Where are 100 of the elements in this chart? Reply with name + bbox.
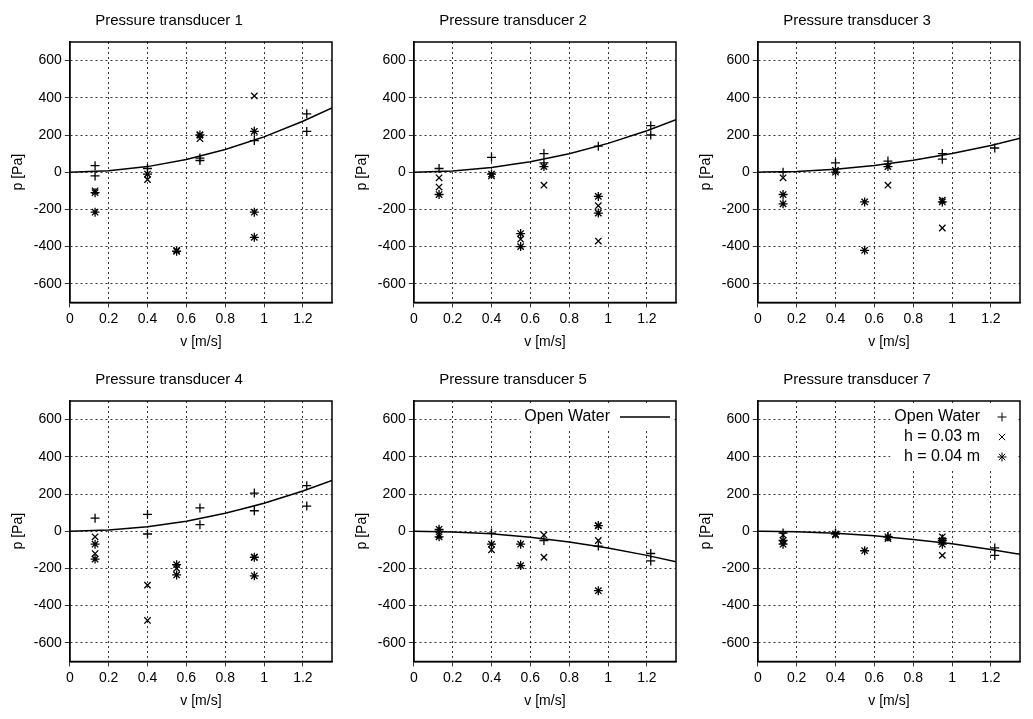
y-tick-label: -200 xyxy=(377,559,407,576)
point xyxy=(540,181,548,190)
point xyxy=(486,539,497,550)
point xyxy=(859,196,870,208)
y-tick-label: 200 xyxy=(726,125,751,142)
x-tick-label: 1.2 xyxy=(293,668,313,685)
y-tick-label: -400 xyxy=(33,596,63,613)
x-axis-title: v [m/s] xyxy=(180,692,222,709)
point xyxy=(937,196,948,208)
point xyxy=(143,581,152,589)
x-tick-label: 0.6 xyxy=(520,309,541,326)
x-axis-title: v [m/s] xyxy=(180,333,222,350)
y-axis-title: p [Pa] xyxy=(353,153,370,191)
x-tick-label: 1 xyxy=(260,309,269,326)
y-tick-label: -600 xyxy=(33,274,63,291)
point xyxy=(859,545,870,556)
y-tick-label: 0 xyxy=(54,163,63,180)
point xyxy=(143,616,152,625)
x-tick-label: 0.2 xyxy=(98,309,119,326)
y-tick-label: 600 xyxy=(38,410,63,427)
chart-title: Pressure transducer 2 xyxy=(439,11,587,29)
x-tick-label: 1 xyxy=(260,668,269,685)
y-axis-title: p [Pa] xyxy=(697,153,714,191)
point xyxy=(515,228,526,239)
y-axis-title: p [Pa] xyxy=(697,512,714,550)
y-tick-label: 0 xyxy=(398,163,407,180)
x-tick-label: 0 xyxy=(65,668,74,685)
y-tick-label: -600 xyxy=(33,633,63,650)
x-tick-label: 0.2 xyxy=(98,668,119,685)
point xyxy=(486,168,497,180)
point xyxy=(89,207,101,218)
x-tick-label: 0.8 xyxy=(903,309,924,326)
y-tick-label: 400 xyxy=(382,88,407,105)
chart-title: Pressure transducer 3 xyxy=(783,11,931,29)
y-axis-title: p [Pa] xyxy=(353,512,370,550)
x-tick-label: 0.4 xyxy=(481,668,502,685)
y-tick-label: -600 xyxy=(377,274,407,291)
point xyxy=(515,241,526,252)
x-tick-label: 0.4 xyxy=(137,668,158,685)
x-tick-label: 0.8 xyxy=(559,668,580,685)
x-tick-label: 1 xyxy=(604,668,613,685)
y-tick-label: -400 xyxy=(377,237,407,254)
x-tick-label: 1.2 xyxy=(637,668,657,685)
y-tick-label: 200 xyxy=(726,484,751,501)
point xyxy=(538,535,550,546)
x-tick-label: 0.6 xyxy=(864,309,885,326)
x-tick-label: 1.2 xyxy=(293,309,313,326)
x-tick-label: 0.8 xyxy=(559,309,580,326)
y-tick-label: 600 xyxy=(382,51,407,68)
point xyxy=(540,553,548,562)
y-tick-label: -200 xyxy=(33,200,63,217)
point xyxy=(433,163,445,174)
legend-label: Open Water xyxy=(894,407,981,425)
y-tick-label: 400 xyxy=(726,447,751,464)
y-tick-label: 400 xyxy=(38,88,63,105)
legend-label: h = 0.04 m xyxy=(903,447,980,465)
point xyxy=(859,245,870,256)
x-tick-label: 0.4 xyxy=(137,309,158,326)
x-tick-label: 0.6 xyxy=(176,309,197,326)
point xyxy=(171,559,182,570)
y-tick-label: 600 xyxy=(38,51,63,68)
x-tick-label: 1 xyxy=(604,309,613,326)
y-tick-label: 400 xyxy=(382,447,407,464)
y-tick-label: 200 xyxy=(382,125,407,142)
y-tick-label: 200 xyxy=(38,125,63,142)
x-tick-label: 0.4 xyxy=(481,309,502,326)
point xyxy=(777,189,789,200)
legend-label: h = 0.03 m xyxy=(903,427,980,445)
x-tick-label: 0.6 xyxy=(864,668,885,685)
point xyxy=(882,161,894,172)
x-tick-label: 0 xyxy=(753,309,762,326)
x-tick-label: 1 xyxy=(948,668,957,685)
y-tick-label: -200 xyxy=(721,200,751,217)
point xyxy=(593,207,604,219)
point xyxy=(249,207,260,218)
point xyxy=(142,168,153,180)
y-tick-label: -400 xyxy=(33,237,63,254)
x-tick-label: 0.2 xyxy=(442,309,463,326)
y-axis-title: p [Pa] xyxy=(9,153,26,191)
point xyxy=(938,196,947,204)
x-axis-title: v [m/s] xyxy=(524,333,566,350)
point xyxy=(171,569,182,581)
x-tick-label: 1 xyxy=(948,309,957,326)
x-tick-label: 1.2 xyxy=(981,668,1001,685)
y-axis-title: p [Pa] xyxy=(9,512,26,550)
y-tick-label: -400 xyxy=(721,596,751,613)
chart-title: Pressure transducer 1 xyxy=(95,11,243,29)
point xyxy=(433,189,445,200)
x-tick-label: 1.2 xyxy=(637,309,657,326)
x-tick-label: 0 xyxy=(65,309,74,326)
point xyxy=(593,585,604,596)
y-tick-label: 600 xyxy=(726,410,751,427)
x-tick-label: 0.8 xyxy=(903,668,924,685)
y-tick-label: 600 xyxy=(382,410,407,427)
point xyxy=(487,172,496,180)
x-tick-label: 0.8 xyxy=(215,668,236,685)
point xyxy=(515,539,526,550)
point xyxy=(91,532,99,541)
point xyxy=(249,570,260,581)
y-tick-label: 400 xyxy=(38,447,63,464)
